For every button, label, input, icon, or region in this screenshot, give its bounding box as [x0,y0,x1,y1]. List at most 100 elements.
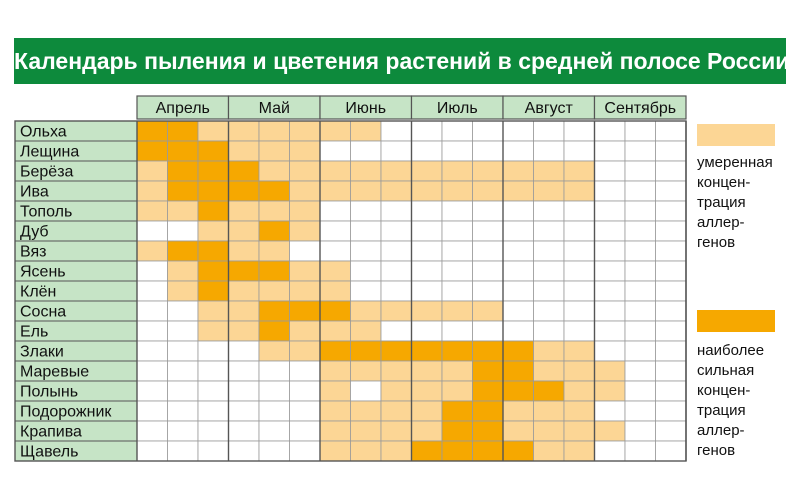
heatmap-cell [167,360,199,382]
heatmap-cell [655,280,687,302]
heatmap-cell [441,280,473,302]
heatmap-cell [441,320,473,342]
heatmap-cell [655,320,687,342]
heatmap-cell [502,160,534,182]
heatmap-cell [319,220,351,242]
heatmap-cell [258,280,290,302]
heatmap-cell [136,420,168,442]
heatmap-cell [472,280,504,302]
heatmap-cell [594,380,626,402]
chart-title: Календарь пыления и цветения растений в … [14,38,789,84]
heatmap-cell [594,420,626,442]
row-label: Щавель [20,444,78,461]
heatmap-cell [258,320,290,342]
heatmap-cell [502,420,534,442]
heatmap-cell [289,400,321,422]
heatmap-cell [197,400,229,422]
heatmap-cell [502,300,534,322]
heatmap-cell [380,320,412,342]
heatmap-cell [502,440,534,462]
month-header-label: Июль [437,100,478,117]
heatmap-cell [441,300,473,322]
grid-border [14,120,687,462]
heatmap-cell [319,340,351,362]
heatmap-cell [380,180,412,202]
heatmap-cell [563,360,595,382]
heatmap-cell [594,280,626,302]
heatmap-cell [258,400,290,422]
heatmap-cell [563,280,595,302]
heatmap-cell [197,240,229,262]
heatmap-cell [197,420,229,442]
heatmap-cell [197,140,229,162]
heatmap-cell [411,240,443,262]
row-label: Злаки [20,344,64,361]
heatmap-cell [167,440,199,462]
heatmap-cell [289,340,321,362]
heatmap-cell [136,240,168,262]
heatmap-cell [411,120,443,142]
heatmap-cell [167,320,199,342]
heatmap-cell [167,420,199,442]
heatmap-cell [472,120,504,142]
heatmap-cell [472,400,504,422]
heatmap-cell [502,320,534,342]
heatmap-cell [380,220,412,242]
heatmap-cell [167,400,199,422]
heatmap-cell [289,320,321,342]
heatmap-cell [380,360,412,382]
heatmap-cell [167,380,199,402]
heatmap-cell [380,140,412,162]
heatmap-cell [228,120,260,142]
heatmap-cell [655,180,687,202]
heatmap-cell [350,360,382,382]
heatmap-cell [472,300,504,322]
heatmap-cell [350,320,382,342]
heatmap-cell [563,400,595,422]
heatmap-cell [197,220,229,242]
row-label: Ива [20,184,49,201]
heatmap-cell [167,220,199,242]
month-header-label: Апрель [156,100,210,117]
heatmap-cell [472,160,504,182]
heatmap-cell [594,240,626,262]
heatmap-cell [167,280,199,302]
heatmap-cell [136,380,168,402]
heatmap-cell [624,200,656,222]
row-label: Дуб [20,224,49,241]
month-header-label: Сентябрь [604,100,676,117]
heatmap-cell [228,320,260,342]
heatmap-cell [655,420,687,442]
heatmap-cell [441,380,473,402]
heatmap-cell [167,200,199,222]
heatmap-cell [136,400,168,422]
heatmap-cell [350,420,382,442]
heatmap-cell [411,220,443,242]
heatmap-cell [624,380,656,402]
heatmap-cell [441,140,473,162]
heatmap-cell [533,220,565,242]
heatmap-cell [502,400,534,422]
heatmap-cell [411,300,443,322]
heatmap-cell [655,360,687,382]
heatmap-cell [441,260,473,282]
heatmap-cell [258,340,290,362]
heatmap-cell [441,120,473,142]
heatmap-cell [228,340,260,362]
heatmap-cell [258,380,290,402]
heatmap-cell [289,140,321,162]
heatmap-cell [319,440,351,462]
row-label: Ольха [20,124,67,141]
heatmap-cell [594,300,626,322]
heatmap-cell [533,240,565,262]
heatmap-cell [624,280,656,302]
heatmap-cell [563,260,595,282]
heatmap-cell [136,140,168,162]
heatmap-cell [197,380,229,402]
legend-moderate-swatch [697,124,775,146]
heatmap-cell [472,380,504,402]
heatmap-cell [289,300,321,322]
heatmap-cell [197,160,229,182]
heatmap-cell [258,160,290,182]
heatmap-cell [136,220,168,242]
